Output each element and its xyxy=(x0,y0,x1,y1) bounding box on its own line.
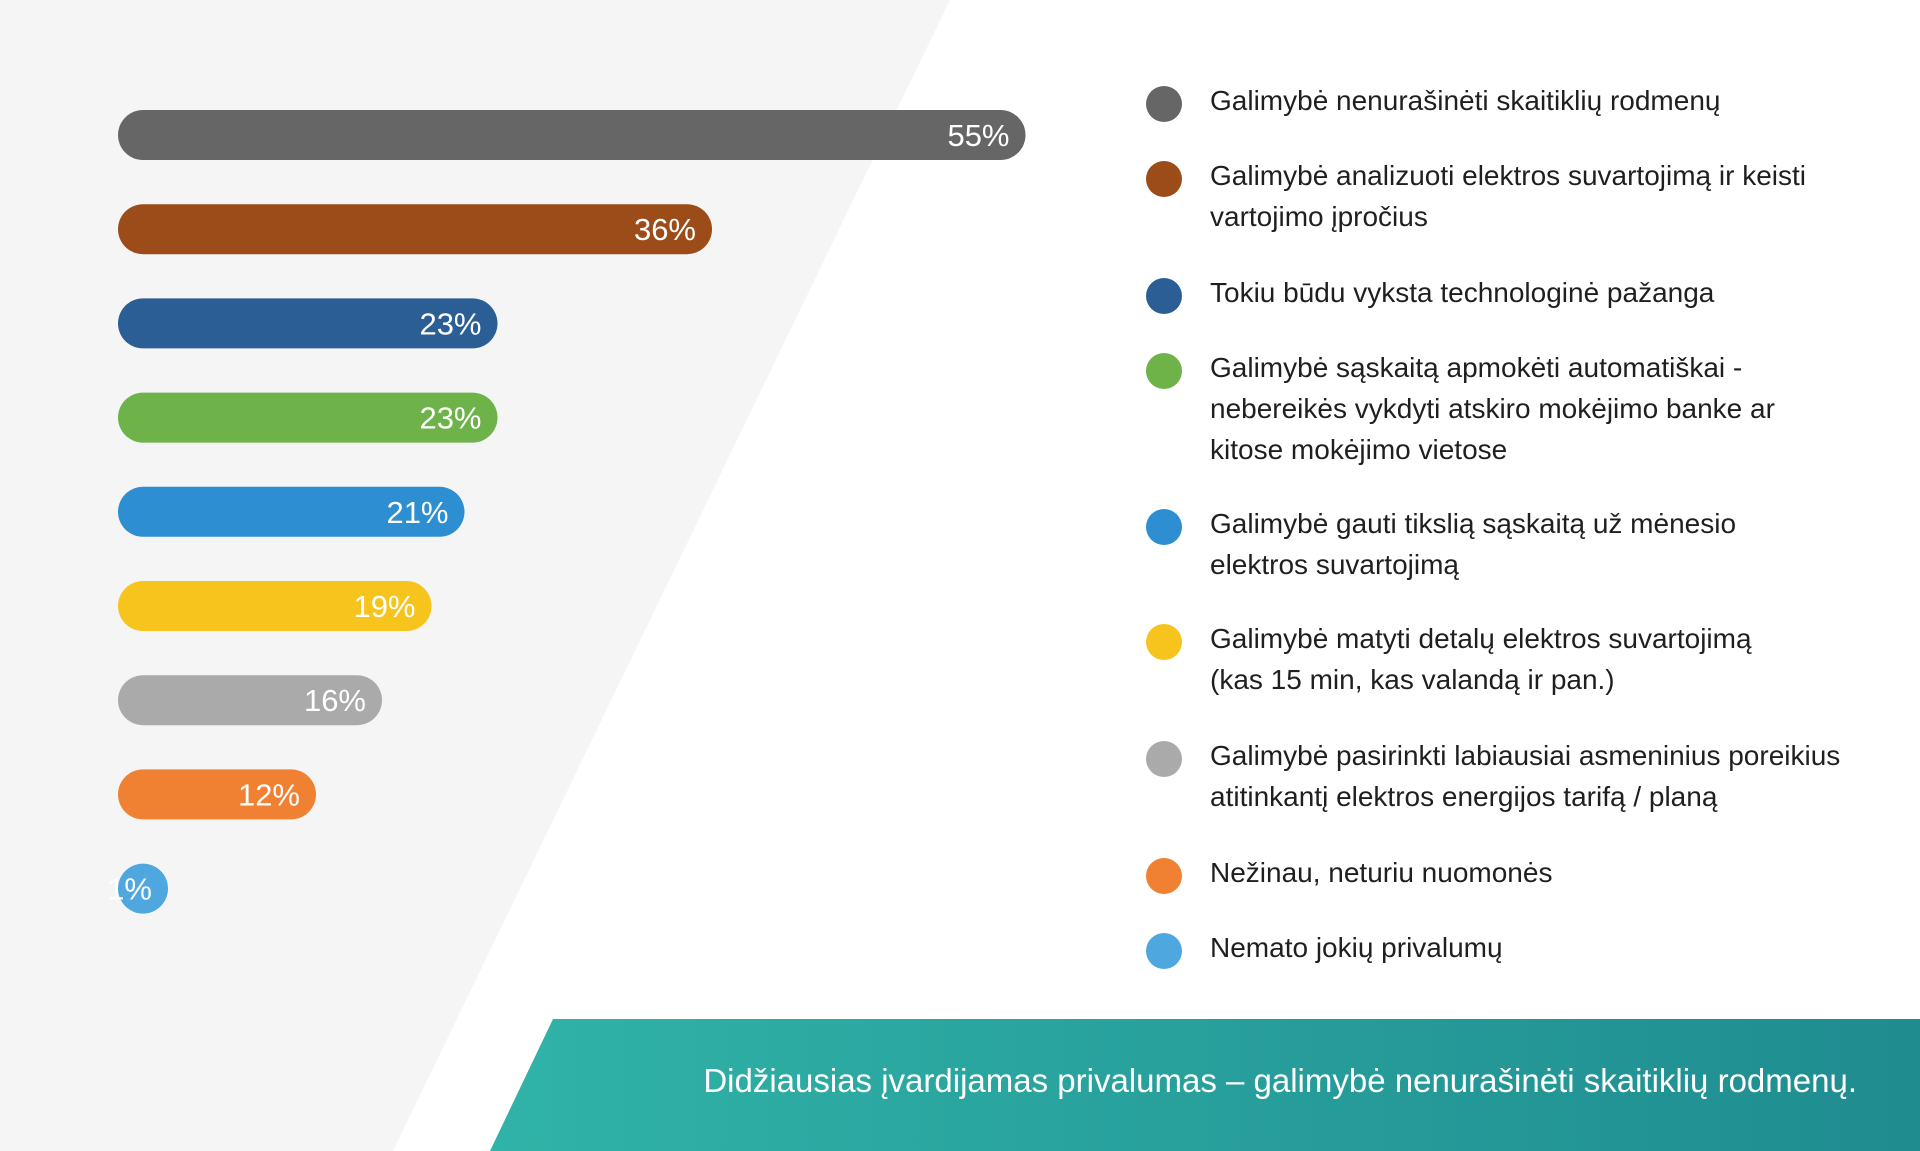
legend-swatch xyxy=(1146,858,1182,894)
bar-1 xyxy=(118,110,1026,160)
legend-swatch xyxy=(1146,353,1182,389)
bar-3 xyxy=(118,298,498,349)
legend-swatch xyxy=(1146,509,1182,545)
bar-2 xyxy=(118,204,712,255)
legend-swatch xyxy=(1146,278,1182,314)
bar-value-label: 23% xyxy=(419,401,481,436)
banner-shape xyxy=(490,1019,1920,1151)
legend-swatch xyxy=(1146,86,1182,122)
bar-8 xyxy=(118,769,316,820)
legend-swatch xyxy=(1146,741,1182,777)
bar-value-label: 16% xyxy=(304,683,366,718)
legend-label: Galimybė pasirinkti labiausiai asmeniniu… xyxy=(1210,740,1841,812)
legend-label: Galimybė nenurašinėti skaitiklių rodmenų xyxy=(1210,85,1721,116)
legend-label: Galimybė matyti detalų elektros suvartoj… xyxy=(1210,623,1752,695)
bar-value-label: 19% xyxy=(353,589,415,624)
bar-chart: 55% 36% 23% 23% 21% 19% 16% 12% 1% xyxy=(107,110,1026,914)
bar-value-label: 21% xyxy=(386,495,448,530)
banner-text: Didžiausias įvardijamas privalumas – gal… xyxy=(703,1062,1857,1099)
bar-value-label: 55% xyxy=(947,118,1009,153)
legend-label: Tokiu būdu vyksta technologinė pažanga xyxy=(1210,277,1715,308)
background-shape xyxy=(0,0,950,1151)
legend-label: Galimybė analizuoti elektros suvartojimą… xyxy=(1210,160,1806,232)
legend-swatch xyxy=(1146,933,1182,969)
legend-swatch xyxy=(1146,624,1182,660)
legend-swatch xyxy=(1146,161,1182,197)
bar-4 xyxy=(118,392,498,443)
summary-banner xyxy=(490,1019,1920,1151)
bar-value-label: 1% xyxy=(107,872,152,907)
bar-7 xyxy=(118,675,382,726)
bar-value-label: 23% xyxy=(419,306,481,341)
bar-6 xyxy=(118,581,432,631)
legend-label: Nežinau, neturiu nuomonės xyxy=(1210,857,1553,888)
bar-9 xyxy=(118,863,168,914)
legend-label: Galimybė gauti tikslią sąskaitą už mėnes… xyxy=(1210,508,1737,580)
bar-value-label: 12% xyxy=(238,777,300,812)
bar-5 xyxy=(118,486,465,537)
legend-label: Nemato jokių privalumų xyxy=(1210,932,1503,963)
bar-value-label: 36% xyxy=(634,212,696,247)
legend-label: Galimybė sąskaitą apmokėti automatiškai … xyxy=(1210,352,1775,465)
